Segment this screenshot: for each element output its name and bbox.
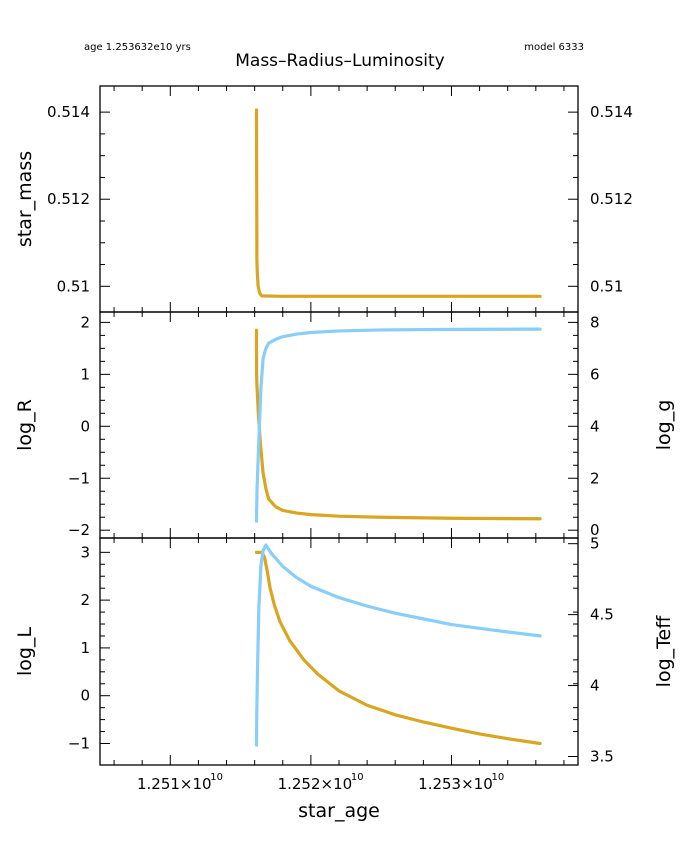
y-tick-label: 0.514	[47, 103, 90, 121]
series-line-middle-right	[254, 327, 542, 523]
y-axis-label-right: log_g	[653, 400, 675, 451]
y-tick-label: −1	[68, 734, 90, 752]
series-line-middle-left	[254, 328, 542, 521]
y-axis-label: log_L	[14, 627, 36, 676]
y-tick-label: 3	[80, 543, 90, 561]
x-tick-label: 1.252×10	[278, 775, 353, 793]
series-line-top-left	[254, 108, 542, 298]
y-tick-label-right: 4	[590, 417, 600, 435]
y-tick-label: 2	[80, 313, 90, 331]
y-tick-label: 0	[80, 417, 90, 435]
y-tick-label-right: 0.514	[590, 103, 633, 121]
y-tick-label-right: 5	[590, 535, 600, 553]
y-tick-label-right: 4	[590, 677, 600, 695]
chart-title: Mass–Radius–Luminosity	[235, 51, 445, 71]
y-tick-label: 0.51	[57, 277, 90, 295]
x-tick-label: 1.251×10	[137, 775, 212, 793]
y-tick-label: 1	[80, 639, 90, 657]
y-tick-label-right: 0.512	[590, 190, 633, 208]
y-tick-label: 1	[80, 365, 90, 383]
x-tick-label: 1.253×10	[418, 775, 493, 793]
y-tick-label: 0.512	[47, 190, 90, 208]
y-axis-label: log_R	[14, 399, 36, 451]
y-tick-label: 0	[80, 687, 90, 705]
y-tick-label-right: 6	[590, 365, 600, 383]
age-label: age 1.253632e10 yrs	[84, 42, 191, 53]
series-line-bottom-left	[254, 550, 542, 746]
y-tick-label: 2	[80, 591, 90, 609]
series-line-bottom-right	[254, 543, 542, 747]
x-axis-label: star_age	[298, 800, 380, 822]
panel-log-r: 2 1 0 −1 −2 8 6 4 2 0 log_g log_R	[14, 311, 675, 539]
y-tick-label-right: 0	[590, 521, 600, 539]
x-tick-exponent: 10	[210, 772, 223, 783]
y-tick-label-right: 4.5	[590, 606, 614, 624]
model-label: model 6333	[524, 42, 584, 53]
y-tick-label-right: 0.51	[590, 277, 623, 295]
x-tick-exponent: 10	[351, 772, 364, 783]
y-axis-label-right: log_Teff	[653, 615, 675, 688]
y-tick-label: −2	[68, 521, 90, 539]
y-tick-label-right: 2	[590, 469, 600, 487]
y-tick-label-right: 8	[590, 313, 600, 331]
x-tick-exponent: 10	[491, 772, 504, 783]
y-tick-label-right: 3.5	[590, 747, 614, 765]
y-axis-label: star_mass	[14, 151, 36, 247]
panel-star-mass: 0.514 0.512 0.51 0.514 0.512 0.51 star_mass	[14, 85, 633, 313]
y-tick-label: −1	[68, 469, 90, 487]
